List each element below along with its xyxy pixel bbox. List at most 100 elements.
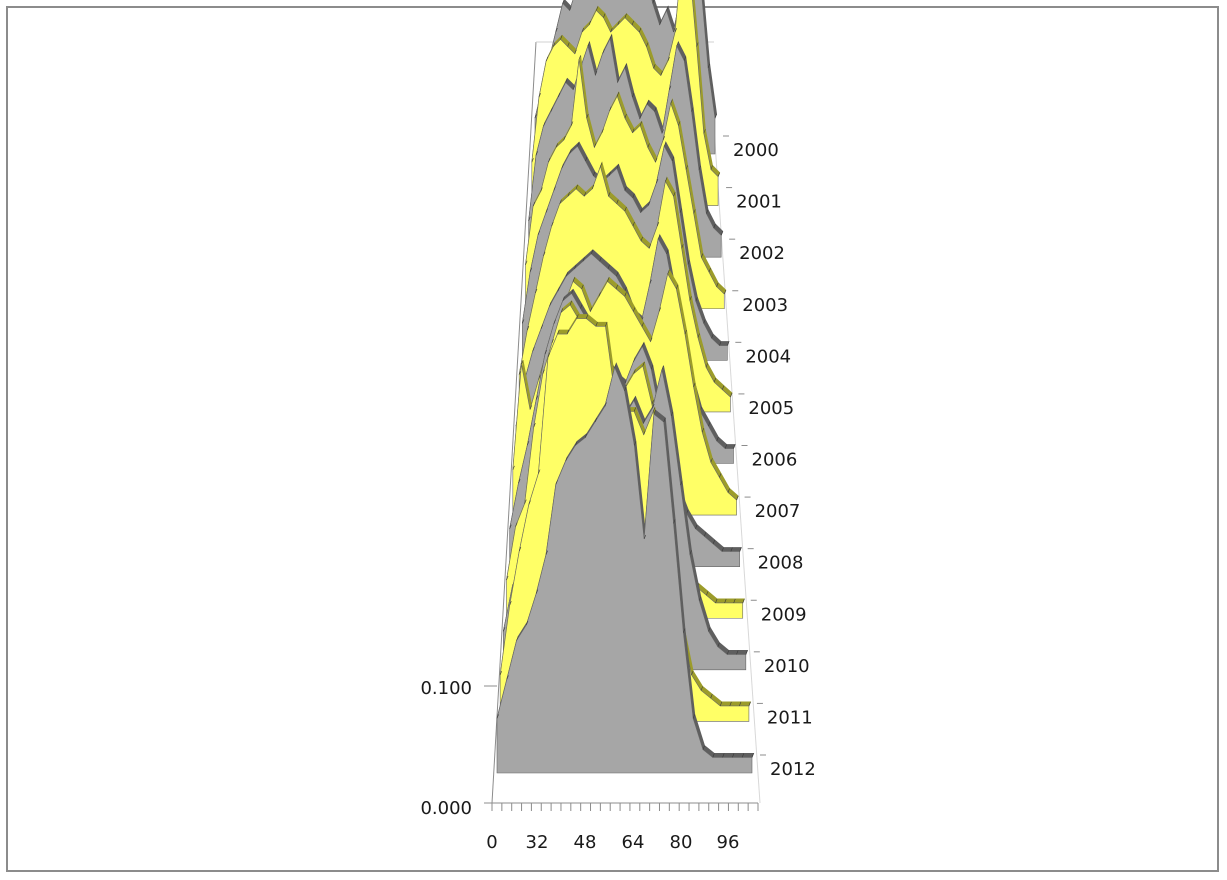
series-segment-edge: [663, 142, 667, 147]
series-segment-edge: [660, 71, 663, 76]
series-segment-edge: [710, 458, 713, 463]
series-segment-edge: [722, 753, 725, 758]
series-segment-edge: [596, 6, 599, 11]
series-segment-edge: [666, 249, 669, 254]
x-tick-label: 0: [486, 832, 497, 853]
series-segment-edge: [525, 260, 528, 265]
series-segment-edge: [633, 369, 636, 374]
series-segment-edge: [558, 92, 561, 98]
series-segment-edge: [712, 753, 715, 758]
series-segment-edge: [654, 107, 657, 112]
series-segment-edge: [713, 378, 717, 383]
series-segment-edge: [608, 171, 611, 176]
series-segment-edge: [496, 714, 499, 719]
series-segment-edge: [586, 114, 589, 119]
series-segment-edge: [631, 20, 635, 25]
series-segment-edge: [661, 365, 664, 370]
series-segment-edge: [588, 20, 592, 25]
series-segment-edge: [702, 745, 705, 750]
series-segment-edge: [642, 419, 646, 424]
series-segment-edge: [526, 620, 529, 625]
series-segment-edge: [678, 121, 681, 126]
series-segment-edge: [651, 400, 654, 405]
series-segment-edge: [527, 326, 530, 331]
series-segment-edge: [562, 296, 565, 302]
series-segment-edge: [653, 410, 656, 415]
series-segment-edge: [653, 64, 656, 69]
series-segment-edge: [726, 650, 730, 655]
series-segment-edge: [687, 260, 690, 265]
series-segment-edge: [609, 106, 612, 111]
series-segment-edge: [712, 539, 716, 545]
series-segment-edge: [529, 267, 533, 272]
series-segment-edge: [603, 13, 606, 18]
series-segment-edge: [616, 164, 619, 169]
y-tick-label: 0.100: [420, 678, 472, 699]
series-segment-edge: [591, 249, 594, 254]
series-segment-edge: [624, 114, 627, 119]
series-segment-edge: [572, 85, 575, 90]
series-segment-edge: [655, 157, 658, 163]
series-segment-edge: [557, 329, 560, 335]
series-segment-edge: [594, 143, 597, 148]
series-segment-edge: [673, 192, 676, 197]
series-segment-edge: [708, 421, 711, 427]
series-segment-edge: [674, 27, 677, 33]
series-segment-edge: [639, 121, 643, 126]
series-segment-edge: [575, 184, 578, 189]
series-segment-edge: [535, 151, 538, 156]
series-segment-edge: [585, 314, 589, 319]
series-segment-edge: [667, 269, 670, 274]
series-segment-edge: [576, 314, 579, 319]
series-segment-edge: [590, 307, 593, 312]
series-segment-edge: [562, 0, 565, 4]
series-segment-edge: [522, 319, 525, 324]
series-segment-edge: [624, 386, 627, 391]
series-segment-edge: [662, 136, 665, 141]
series-segment-edge: [739, 547, 742, 552]
series-segment-edge: [661, 129, 664, 134]
series-segment-edge: [575, 441, 578, 446]
series-segment-edge: [608, 192, 611, 197]
series-label-2007: 2007: [755, 501, 801, 522]
chart-labels: 2000 2001 2002 2003 2004 2005 2006 2007 2008 2009…: [420, 140, 815, 853]
series-segment-edge: [640, 208, 643, 213]
series-segment-edge: [707, 63, 710, 68]
series-segment-edge: [646, 100, 650, 105]
series-segment-edge: [633, 307, 636, 312]
series-segment-edge: [569, 6, 572, 11]
series-segment-edge: [624, 287, 627, 292]
series-segment-edge: [553, 319, 556, 324]
series-segment-edge: [553, 186, 556, 191]
series-segment-edge: [640, 236, 643, 242]
series-segment-edge: [602, 49, 605, 54]
series-segment-edge: [681, 244, 684, 249]
series-segment-edge: [642, 342, 645, 347]
series-segment-edge: [565, 456, 568, 462]
series-segment-edge: [745, 650, 748, 655]
series-segment-edge: [594, 417, 597, 423]
series-segment-edge: [648, 244, 652, 249]
series-segment-edge: [550, 107, 553, 112]
series-segment-edge: [632, 193, 635, 198]
series-segment-edge: [659, 20, 662, 25]
series-label-2006: 2006: [752, 450, 798, 471]
series-segment-edge: [604, 402, 607, 407]
series-segment-edge: [632, 128, 635, 133]
series-segment-edge: [503, 627, 506, 632]
series-segment-edge: [748, 701, 751, 707]
series-segment-edge: [708, 267, 711, 273]
series-segment-edge: [580, 304, 583, 309]
series-segment-edge: [657, 221, 660, 227]
series-segment-edge: [610, 27, 613, 33]
y-tick-label: 0.000: [420, 798, 472, 819]
series-segment-edge: [595, 322, 598, 327]
series-segment-edge: [521, 360, 524, 365]
series-segment-edge: [557, 287, 560, 292]
series-segment-edge: [639, 27, 642, 33]
series-segment-edge: [560, 308, 563, 313]
series-segment-edge: [714, 114, 717, 119]
series-segment-edge: [559, 199, 562, 204]
series-segment-edge: [642, 361, 645, 367]
series-segment-edge: [566, 329, 570, 335]
